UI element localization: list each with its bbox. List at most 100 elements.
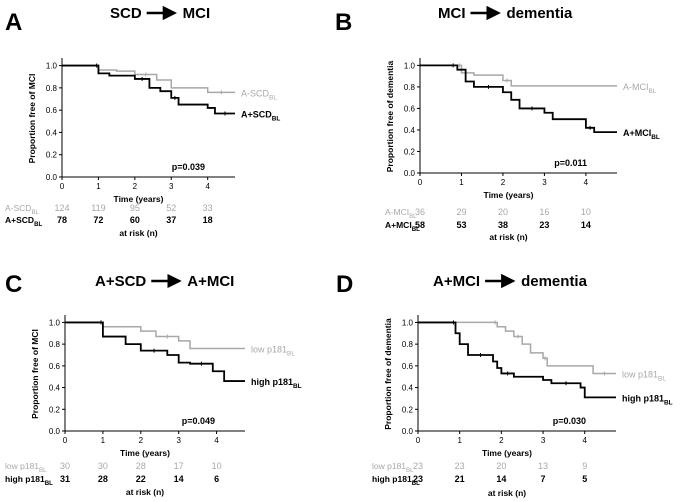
y-tick-label: 0.6: [402, 362, 414, 371]
risk-count: 18: [203, 215, 213, 225]
series-subscript: BL: [287, 350, 295, 357]
y-tick-label: 0.4: [402, 384, 414, 393]
risk-count: 23: [413, 474, 423, 484]
y-tick-label: 0.8: [46, 84, 58, 93]
risk-count: 16: [539, 207, 549, 217]
risk-count: 95: [130, 203, 140, 213]
risk-count: 37: [166, 215, 176, 225]
y-tick-label: 0.2: [49, 405, 61, 414]
at-risk-title: at risk (n): [126, 487, 164, 497]
series-name: high p181: [251, 377, 293, 387]
risk-count: 5: [582, 474, 587, 484]
y-tick-label: 1.0: [49, 318, 61, 327]
y-tick-label: 0.4: [46, 128, 58, 137]
risk-count: 14: [581, 220, 591, 230]
x-tick-label: 4: [584, 178, 589, 187]
risk-count: 124: [54, 203, 69, 213]
y-axis-label: Proportion free of MCI: [30, 329, 40, 419]
series-name: low p181: [251, 344, 287, 354]
series-name: low p181: [5, 461, 39, 471]
y-tick-label: 0.6: [404, 104, 416, 113]
risk-count: 10: [581, 207, 591, 217]
at-risk-title: at risk (n): [489, 232, 527, 242]
y-axis-label: Proportion free of MCI: [27, 74, 37, 164]
y-tick-label: 0.6: [46, 106, 58, 115]
risk-count: 23: [413, 461, 423, 471]
series-subscript: BL: [39, 467, 47, 474]
risk-count: 23: [455, 461, 465, 471]
risk-count: 23: [539, 220, 549, 230]
x-axis-label: Time (years): [482, 448, 532, 458]
y-tick-label: 0.8: [402, 340, 414, 349]
x-tick-label: 0: [60, 182, 65, 191]
risk-row-label: high p181BL: [5, 474, 53, 487]
panel-title-to: MCI: [183, 5, 211, 22]
risk-row-label: low p181BL: [5, 461, 47, 474]
x-axis-label: Time (years): [114, 194, 164, 204]
p-value: p=0.039: [172, 162, 205, 172]
risk-count: 21: [455, 474, 465, 484]
risk-count: 20: [496, 461, 506, 471]
km-curve-low: [65, 321, 245, 350]
x-axis-label: Time (years): [484, 190, 534, 200]
panel-letter: A: [5, 9, 22, 36]
y-tick-label: 1.0: [404, 61, 416, 70]
x-tick-label: 3: [169, 182, 174, 191]
x-tick-label: 3: [176, 436, 181, 445]
risk-count: 9: [582, 461, 587, 471]
panel-letter: D: [336, 271, 353, 298]
x-tick-label: 2: [139, 436, 144, 445]
at-risk-title: at risk (n): [488, 488, 526, 498]
risk-count: 17: [174, 461, 184, 471]
x-tick-label: 2: [499, 436, 504, 445]
series-subscript: BL: [293, 383, 302, 390]
curve-label-1: high p181BL: [622, 393, 673, 406]
risk-count: 31: [60, 474, 70, 484]
risk-count: 38: [498, 220, 508, 230]
km-curve-high: [62, 64, 235, 115]
risk-count: 14: [174, 474, 184, 484]
x-tick-label: 1: [457, 436, 462, 445]
x-tick-label: 0: [63, 436, 68, 445]
series-name: A-SCD: [5, 203, 31, 213]
risk-count: 7: [541, 474, 546, 484]
x-tick-label: 3: [542, 178, 547, 187]
risk-count: 119: [91, 203, 105, 213]
risk-row-label: A-SCDBL: [5, 203, 40, 216]
y-tick-label: 0.2: [402, 405, 414, 414]
y-axis-label: Proportion free of dementia: [385, 61, 395, 173]
series-name: high p181: [622, 393, 664, 403]
series-subscript: BL: [31, 209, 39, 216]
km-curve-high: [420, 64, 617, 134]
series-subscript: BL: [272, 115, 281, 122]
risk-row-label: high p181BL: [372, 474, 420, 487]
panel-title-from: SCD: [110, 5, 142, 22]
risk-count: 6: [214, 474, 219, 484]
risk-row-label: low p181BL: [372, 461, 414, 474]
x-tick-label: 0: [418, 178, 423, 187]
series-name: low p181: [622, 369, 658, 379]
series-name: high p181: [372, 474, 412, 484]
curve-label-1: A+SCDBL: [241, 109, 280, 122]
x-tick-label: 4: [214, 436, 219, 445]
curve-label-0: low p181BL: [251, 344, 295, 357]
risk-row-label: A+SCDBL: [5, 215, 42, 228]
x-tick-label: 1: [101, 436, 106, 445]
risk-count: 14: [496, 474, 506, 484]
x-tick-label: 1: [96, 182, 101, 191]
risk-count: 33: [203, 203, 213, 213]
curve-label-1: A+MCIBL: [623, 128, 660, 141]
series-subscript: BL: [406, 467, 414, 474]
x-axis-label: Time (years): [120, 448, 170, 458]
y-tick-label: 0.8: [404, 83, 416, 92]
y-tick-label: 0.4: [404, 126, 416, 135]
series-subscript: BL: [45, 480, 53, 487]
curve-label-1: high p181BL: [251, 377, 302, 390]
series-name: A+SCD: [241, 109, 272, 119]
y-tick-label: 1.0: [402, 318, 414, 327]
series-subscript: BL: [269, 94, 277, 101]
y-tick-label: 0.0: [49, 427, 61, 436]
panel-title-to: dementia: [507, 5, 574, 22]
